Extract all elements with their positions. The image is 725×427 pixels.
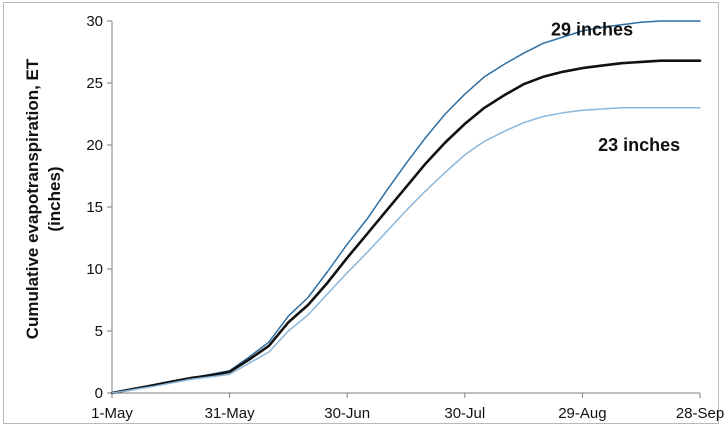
y-axis-title-line2: (inches) (45, 166, 64, 231)
annotation-label: 23 inches (598, 135, 680, 155)
x-tick-label: 1-May (91, 405, 133, 422)
y-axis-title-line1: Cumulative evapotranspiration, ET (23, 58, 42, 339)
x-tick-label: 29-Aug (558, 405, 606, 422)
chart-frame (3, 2, 719, 424)
annotation-layer: 29 inches 23 inches (551, 20, 680, 155)
y-tick-label: 20 (86, 137, 103, 154)
x-tick-label: 30-Jun (324, 405, 370, 422)
series-line-1 (111, 20, 701, 394)
series-line-3 (111, 107, 701, 394)
series-layer (110, 20, 702, 395)
series-line-2 (110, 59, 702, 395)
y-tick-label: 25 (86, 75, 103, 92)
axis-titles: Cumulative evapotranspiration, ET (inche… (23, 58, 64, 339)
x-tick-label: 31-May (205, 405, 256, 422)
axes: 0 5 10 15 20 25 30 1-May 31-May 30-Jun 30-Jul 29-Au… (86, 13, 724, 422)
x-tick-label: 28-Sep (676, 405, 724, 422)
y-tick-label: 0 (95, 385, 103, 402)
annotation-label: 29 inches (551, 20, 633, 40)
y-tick-label: 5 (95, 323, 103, 340)
y-tick-label: 15 (86, 199, 103, 216)
y-tick-label: 10 (86, 261, 103, 278)
x-tick-label: 30-Jul (444, 405, 485, 422)
y-tick-label: 30 (86, 13, 103, 30)
